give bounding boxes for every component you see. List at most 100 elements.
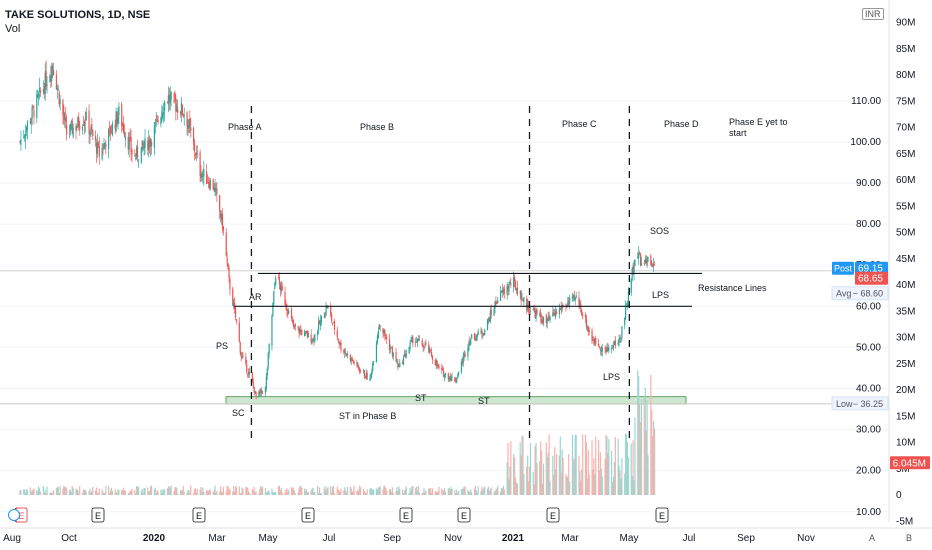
volume-bar [253, 487, 255, 495]
candle-body [633, 265, 635, 275]
volume-bar [81, 493, 84, 495]
candle-body [89, 132, 91, 135]
candle-body [351, 358, 353, 361]
earnings-marker [91, 507, 105, 523]
volume-bar [408, 492, 410, 495]
volume-bar [614, 436, 616, 495]
candle-body [39, 90, 42, 93]
log-scale-button[interactable]: B [906, 533, 912, 543]
candle-body [102, 149, 104, 151]
candle-body [32, 106, 34, 108]
candle-body [477, 330, 479, 335]
candle-body [647, 256, 649, 262]
volume-bar [457, 492, 459, 495]
volume-bar [78, 493, 80, 495]
event-label: SOS [650, 226, 669, 236]
volume-bar [572, 459, 574, 495]
volume-bar [310, 490, 312, 495]
candle-body [58, 92, 60, 105]
candle-body [598, 346, 601, 348]
candle-body [611, 348, 613, 350]
candle-body [411, 336, 413, 341]
volume-bar [248, 492, 251, 495]
volume-bar [532, 472, 534, 495]
candle-body [386, 338, 388, 340]
candle-body [137, 159, 140, 161]
candle-body [490, 309, 492, 315]
volume-bar [154, 487, 156, 495]
low-tag-value: − 36.25 [853, 399, 883, 409]
volume-bar [274, 492, 276, 495]
candle-body [501, 290, 504, 293]
volume-bar [96, 492, 99, 495]
candle-body [435, 361, 437, 365]
volume-bar [115, 492, 117, 495]
candle-body [447, 373, 449, 380]
candle-body [481, 329, 483, 335]
currency-badge[interactable]: INR [862, 8, 884, 20]
time-tick-label: Nov [797, 533, 815, 544]
volume-bar [327, 486, 329, 495]
volume-bar [192, 493, 195, 495]
volume-bar [644, 387, 646, 495]
volume-bar [320, 492, 323, 495]
candle-body [55, 75, 57, 90]
volume-bar [71, 485, 73, 495]
earnings-marker [546, 507, 560, 523]
candle-body [201, 174, 203, 178]
volume-bar [365, 493, 367, 495]
candle-body [606, 347, 608, 353]
volume-bar [275, 491, 277, 495]
volume-bar [558, 455, 560, 495]
candle-body [379, 325, 381, 328]
volume-bar [476, 492, 478, 495]
candle-body [83, 121, 85, 127]
candle-body [290, 309, 293, 319]
candle-body [332, 322, 335, 324]
candle-body [331, 314, 333, 322]
volume-bar [486, 488, 489, 495]
candle-body [304, 331, 307, 333]
candle-body [155, 119, 157, 121]
volume-tick-label: 90M [896, 18, 915, 29]
price-tick-label: 60.00 [856, 301, 881, 312]
phase-label: Phase B [360, 122, 394, 132]
candle-body [545, 315, 547, 323]
candle-body [56, 88, 58, 89]
volume-bar [352, 491, 354, 495]
volume-bar [222, 486, 225, 495]
volume-bar [245, 486, 247, 495]
auto-scale-button[interactable]: A [869, 533, 875, 543]
candle-body [259, 391, 261, 393]
earnings-marker [457, 507, 471, 523]
volume-bar [442, 489, 444, 495]
candle-body [31, 107, 33, 119]
candle-body [122, 123, 125, 132]
candle-body [30, 118, 32, 124]
volume-bar [617, 438, 619, 495]
volume-bar [372, 490, 374, 495]
candle-body [569, 297, 571, 305]
volume-bar [443, 490, 445, 495]
candle-body [76, 126, 78, 128]
volume-bar [601, 476, 603, 495]
volume-bar [412, 485, 414, 495]
volume-bar [52, 490, 55, 495]
volume-bar [241, 487, 243, 495]
volume-bar [612, 476, 615, 495]
candle-body [607, 347, 609, 351]
candle-body [613, 341, 616, 345]
candle-body [617, 342, 619, 346]
volume-bar [122, 487, 125, 495]
volume-bar [443, 487, 446, 495]
volume-bar [246, 487, 248, 495]
volume-bar [430, 492, 433, 495]
volume-bar [539, 461, 541, 495]
candle-body [350, 357, 352, 361]
volume-bar [456, 489, 458, 495]
volume-bar [522, 436, 524, 495]
candle-body [515, 288, 518, 290]
candle-body [575, 295, 577, 299]
candle-body [192, 128, 195, 143]
